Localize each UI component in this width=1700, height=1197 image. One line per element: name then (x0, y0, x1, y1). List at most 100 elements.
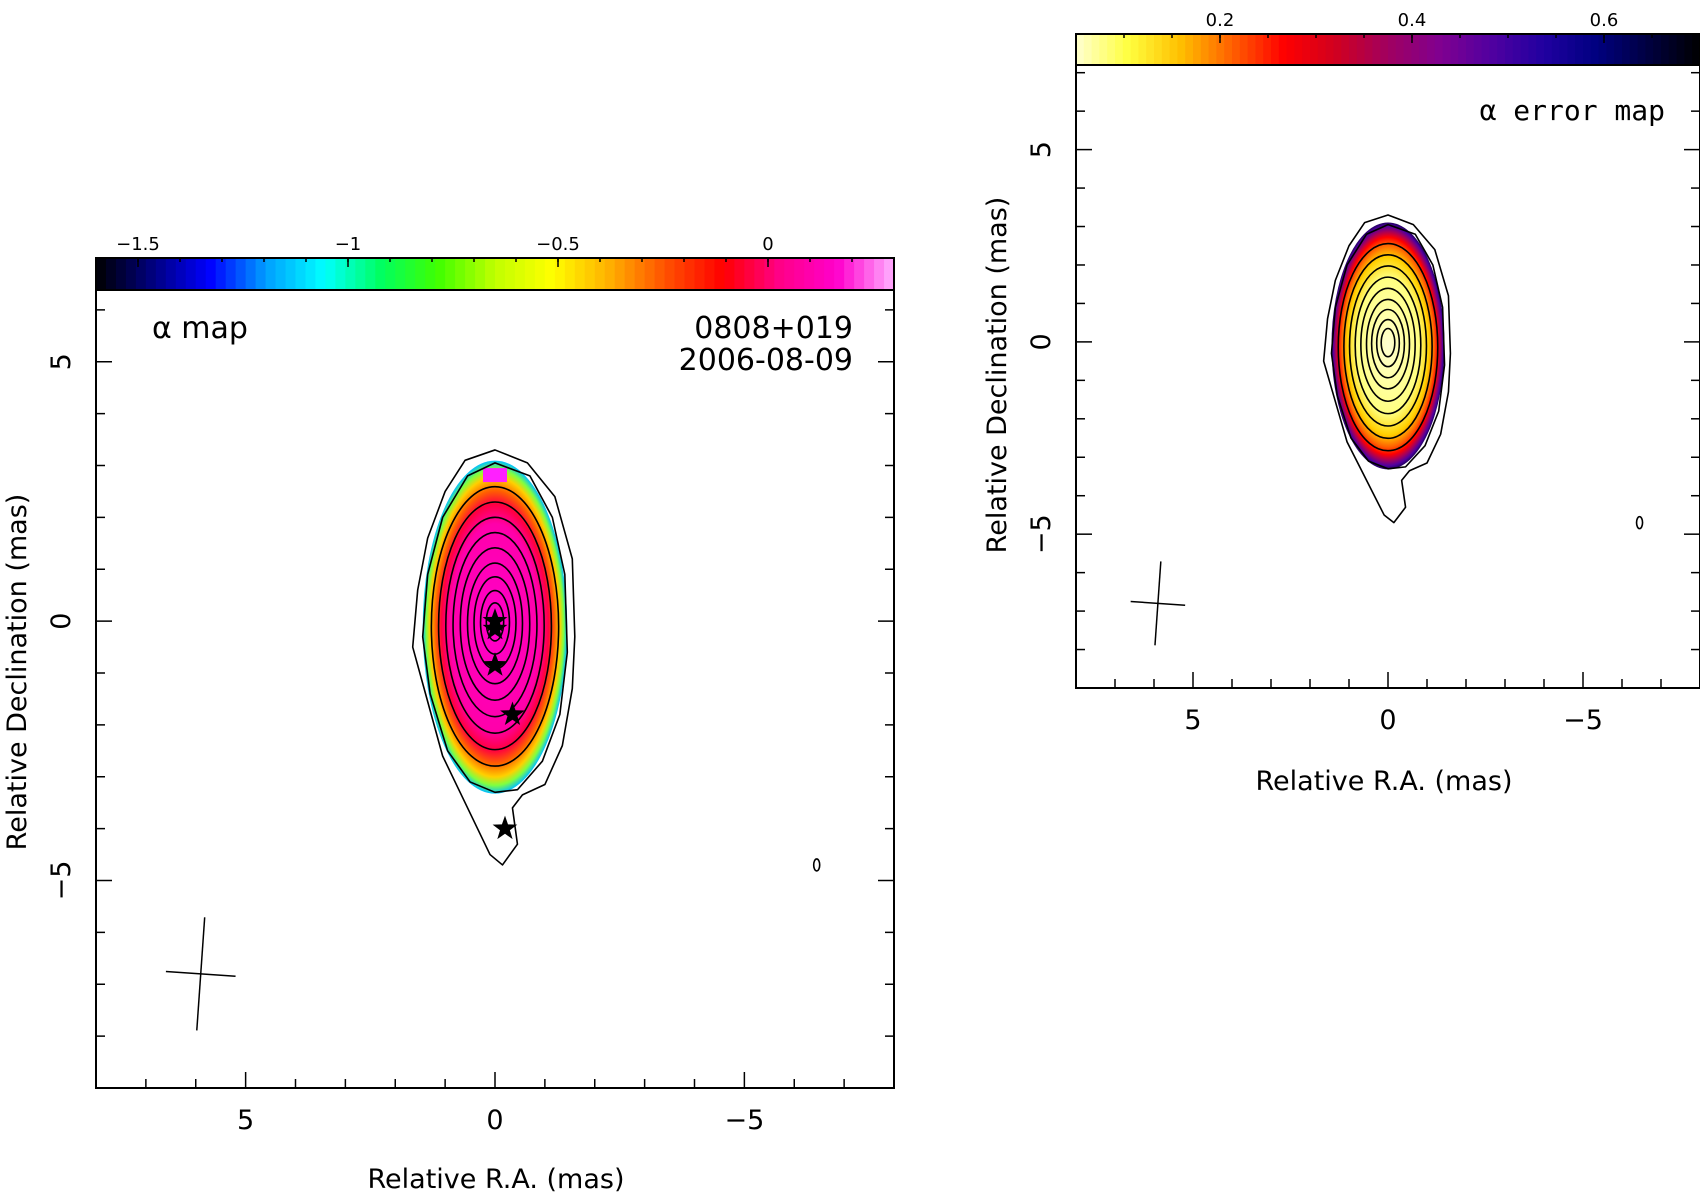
colorbar-segment (684, 258, 696, 290)
colorbar-segment (1567, 34, 1576, 65)
colorbar-segment (125, 258, 137, 290)
colorbar-segment (1239, 34, 1249, 65)
colorbar-segment (155, 258, 167, 290)
colorbar-segment (195, 258, 207, 290)
colorbar-segment (784, 258, 795, 290)
colorbar-segment (1551, 34, 1561, 65)
colorbar-segment (1559, 34, 1568, 65)
colorbar-segment (604, 258, 616, 290)
colorbar-segment (1310, 34, 1319, 65)
colorbar-segment (754, 258, 765, 290)
component-star (482, 615, 508, 640)
colorbar-segment (1692, 34, 1700, 65)
colorbar-segment (1091, 34, 1100, 65)
colorbar-segment (105, 258, 117, 290)
colorbar-segment (435, 258, 446, 290)
colorbar-segment (1115, 34, 1124, 65)
colorbar-segment (1505, 34, 1514, 65)
x-tick-label: 0 (486, 1105, 503, 1136)
colorbar-segment (485, 258, 496, 290)
colorbar-segment (235, 258, 247, 290)
beam-cross (165, 917, 236, 1031)
colorbar-segment (345, 258, 356, 290)
colorbar-segment (175, 258, 187, 290)
colorbar-segment (1341, 34, 1350, 65)
contour-level (466, 562, 524, 685)
error-axis-ticks: 5 0 −5 5 0 −5 (1026, 71, 1700, 736)
component-star (492, 815, 518, 840)
colorbar-segment (584, 258, 596, 290)
colorbar-tick-label: −1.5 (116, 234, 160, 255)
colorbar-segment (624, 258, 636, 290)
colorbar-segment (1684, 34, 1693, 65)
colorbar-segment (834, 258, 845, 290)
colorbar-segment (1302, 34, 1311, 65)
colorbar-segment (1497, 34, 1506, 65)
colorbar-segment (1411, 34, 1420, 65)
colorbar-segment (1200, 34, 1210, 65)
colorbar-segment (694, 258, 706, 290)
colorbar-segment (1076, 34, 1085, 65)
error-panel-label: α error map (1480, 94, 1665, 127)
x-tick-label: 0 (1379, 705, 1396, 736)
colorbar-segment (475, 258, 486, 290)
colorbar-segment (1536, 34, 1545, 65)
colorbar-segment (1403, 34, 1412, 65)
colorbar-segment (884, 258, 895, 290)
colorbar-segment (1528, 34, 1537, 65)
colorbar-segment (96, 258, 107, 290)
contour-level (445, 516, 545, 734)
beam-minor-axis (1130, 600, 1186, 607)
colorbar-segment (445, 258, 456, 290)
colorbar-segment (1216, 34, 1225, 65)
colorbar-segment (285, 258, 297, 290)
colorbar-segment (1388, 34, 1397, 65)
colorbar-segment (874, 258, 885, 290)
colorbar-segment (325, 258, 336, 290)
colorbar-segment (554, 258, 566, 290)
colorbar-segment (1271, 34, 1280, 65)
colorbar-segment (1154, 34, 1163, 65)
colorbar-segment (574, 258, 586, 290)
y-tick-label: 5 (46, 353, 77, 370)
colorbar-segment (1356, 34, 1366, 65)
colorbar-segment (405, 258, 416, 290)
colorbar-segment (295, 258, 307, 290)
x-tick-label: −5 (724, 1105, 764, 1136)
colorbar-segment (1146, 34, 1155, 65)
colorbar-segment (1286, 34, 1295, 65)
colorbar-segment (385, 258, 396, 290)
colorbar-segment (1590, 34, 1600, 65)
colorbar-segment (1083, 34, 1093, 65)
alpha-map-panel: −1.5 −1 −0.5 0 5 0 −5 5 0 −5 α map 0808+019 2006… (2, 234, 895, 1195)
colorbar-segment (1661, 34, 1670, 65)
y-tick-label: 5 (1026, 141, 1057, 158)
colorbar-segment (465, 258, 476, 290)
observation-date: 2006-08-09 (679, 343, 853, 378)
alpha-contours (411, 449, 821, 872)
colorbar-segment (764, 258, 775, 290)
colorbar-segment (504, 258, 516, 290)
colorbar-segment (594, 258, 606, 290)
colorbar-segment (1645, 34, 1654, 65)
colorbar-segment (514, 258, 526, 290)
colorbar-segment (1333, 34, 1342, 65)
colorbar-segment (395, 258, 406, 290)
colorbar-segment (355, 258, 366, 290)
colorbar-segment (1489, 34, 1498, 65)
colorbar-segment (145, 258, 157, 290)
colorbar-segment (1606, 34, 1615, 65)
error-colorbar: 0.2 0.4 0.6 (1075, 10, 1700, 66)
contour-level (485, 601, 505, 642)
colorbar-segment (415, 258, 426, 290)
component-markers (482, 608, 525, 840)
error-map-panel: 0.2 0.4 0.6 5 0 −5 5 0 −5 α error map Relative … (982, 10, 1700, 797)
colorbar-segment (524, 258, 536, 290)
colorbar-segment (1247, 34, 1256, 65)
contour-level (1343, 253, 1433, 440)
colorbar-segment (1458, 34, 1467, 65)
colorbar-segment (824, 258, 835, 290)
colorbar-segment (425, 258, 436, 290)
colorbar-segment (1637, 34, 1646, 65)
